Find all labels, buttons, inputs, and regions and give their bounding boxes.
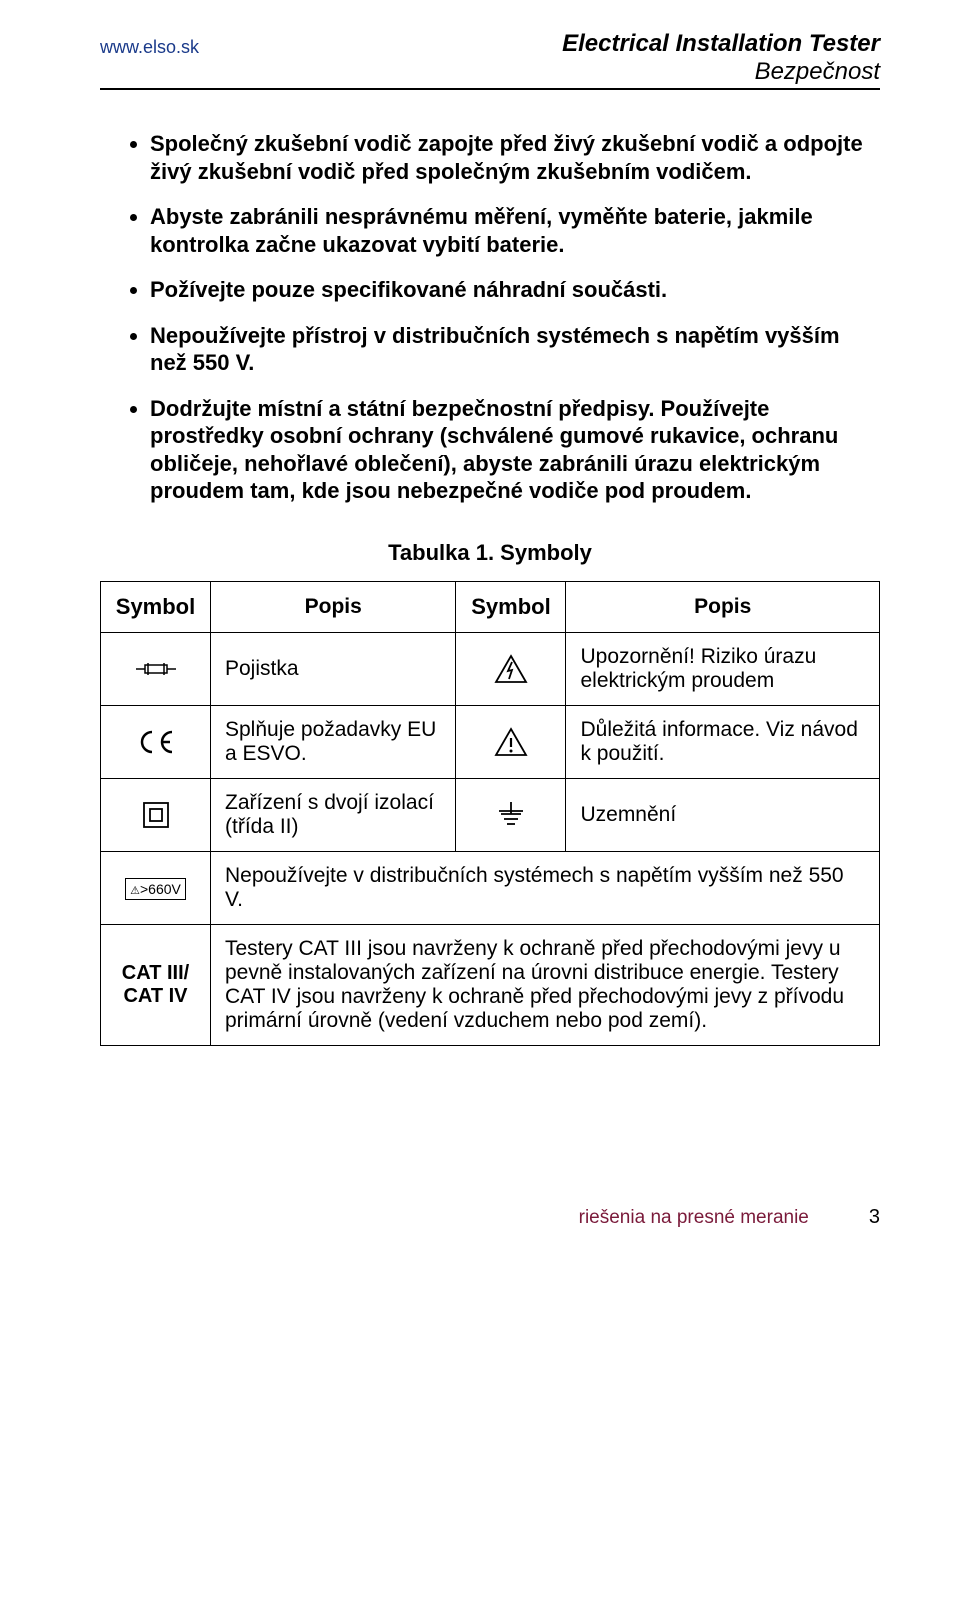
shock-warning-icon xyxy=(456,632,566,705)
table-row: Zařízení s dvojí izolací (třída II) Uzem… xyxy=(101,778,880,851)
table-row: Pojistka Upozornění! Riziko úrazu elektr… xyxy=(101,632,880,705)
page-footer: riešenia na presné meranie 3 xyxy=(100,1206,880,1229)
table-header-row: Symbol Popis Symbol Popis xyxy=(101,581,880,632)
cell-desc: Testery CAT III jsou navrženy k ochraně … xyxy=(211,924,880,1045)
col-symbol: Symbol xyxy=(456,581,566,632)
footer-slogan: riešenia na presné meranie xyxy=(579,1207,809,1229)
table-row: Splňuje požadavky EU a ESVO. Důležitá in… xyxy=(101,705,880,778)
cat-rating-label: CAT III/ CAT IV xyxy=(101,924,211,1045)
col-symbol: Symbol xyxy=(101,581,211,632)
cell-desc: Nepoužívejte v distribučních systémech s… xyxy=(211,851,880,924)
double-insulation-icon xyxy=(101,778,211,851)
cell-desc: Pojistka xyxy=(211,632,456,705)
ground-icon xyxy=(456,778,566,851)
voltage-limit-icon: ⚠>660V xyxy=(101,851,211,924)
ce-icon xyxy=(101,705,211,778)
cell-desc: Zařízení s dvojí izolací (třída II) xyxy=(211,778,456,851)
table-caption: Tabulka 1. Symboly xyxy=(100,540,880,566)
bullet-item: Společný zkušební vodič zapojte před živ… xyxy=(150,130,880,185)
page-number: 3 xyxy=(869,1206,880,1229)
bullet-item: Abyste zabránili nesprávnému měření, vym… xyxy=(150,203,880,258)
cell-desc: Splňuje požadavky EU a ESVO. xyxy=(211,705,456,778)
safety-bullets: Společný zkušební vodič zapojte před živ… xyxy=(100,130,880,505)
bullet-item: Požívejte pouze specifikované náhradní s… xyxy=(150,276,880,304)
symbols-table: Symbol Popis Symbol Popis Pojistka Upozo… xyxy=(100,581,880,1046)
cell-desc: Důležitá informace. Viz návod k použití. xyxy=(566,705,880,778)
cell-desc: Uzemnění xyxy=(566,778,880,851)
doc-subtitle: Bezpečnost xyxy=(562,58,880,86)
bullet-item: Nepoužívejte přístroj v distribučních sy… xyxy=(150,322,880,377)
table-row: ⚠>660V Nepoužívejte v distribučních syst… xyxy=(101,851,880,924)
table-row: CAT III/ CAT IV Testery CAT III jsou nav… xyxy=(101,924,880,1045)
site-url: www.elso.sk xyxy=(100,37,199,86)
fuse-icon xyxy=(101,632,211,705)
page-header: www.elso.sk Electrical Installation Test… xyxy=(100,30,880,90)
warning-icon xyxy=(456,705,566,778)
col-popis: Popis xyxy=(211,581,456,632)
col-popis: Popis xyxy=(566,581,880,632)
doc-title: Electrical Installation Tester xyxy=(562,30,880,58)
header-titles: Electrical Installation Tester Bezpečnos… xyxy=(562,30,880,86)
cell-desc: Upozornění! Riziko úrazu elektrickým pro… xyxy=(566,632,880,705)
bullet-item: Dodržujte místní a státní bezpečnostní p… xyxy=(150,395,880,505)
